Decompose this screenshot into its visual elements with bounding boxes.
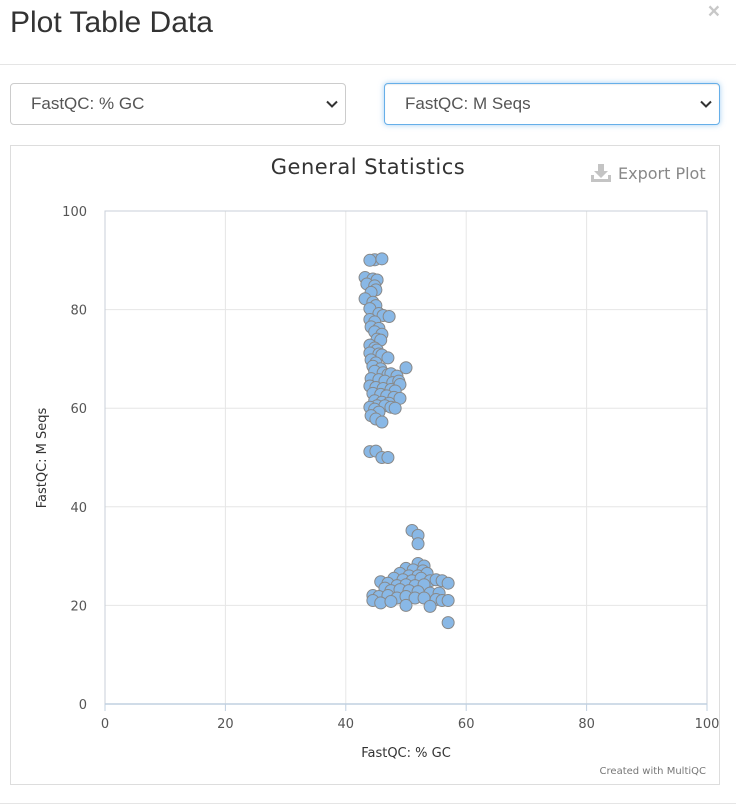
export-plot-label: Export Plot bbox=[618, 163, 706, 183]
x-axis-select-value: FastQC: % GC bbox=[31, 94, 145, 113]
modal-footer bbox=[0, 803, 736, 804]
y-axis-select-value: FastQC: M Seqs bbox=[405, 94, 531, 113]
export-plot-button[interactable]: Export Plot bbox=[590, 163, 706, 183]
chart-title: General Statistics bbox=[270, 155, 466, 179]
chevron-down-icon bbox=[700, 100, 712, 108]
plot-panel bbox=[10, 145, 720, 785]
modal-title: Plot Table Data bbox=[10, 6, 213, 39]
close-button[interactable]: × bbox=[707, 0, 720, 23]
modal-header: Plot Table Data × bbox=[0, 0, 736, 65]
chart-credits: Created with MultiQC bbox=[599, 766, 706, 777]
y-axis-select[interactable]: FastQC: M Seqs bbox=[384, 83, 720, 125]
download-icon bbox=[591, 164, 611, 182]
chevron-down-icon bbox=[326, 100, 338, 108]
x-axis-select[interactable]: FastQC: % GC bbox=[10, 83, 346, 125]
